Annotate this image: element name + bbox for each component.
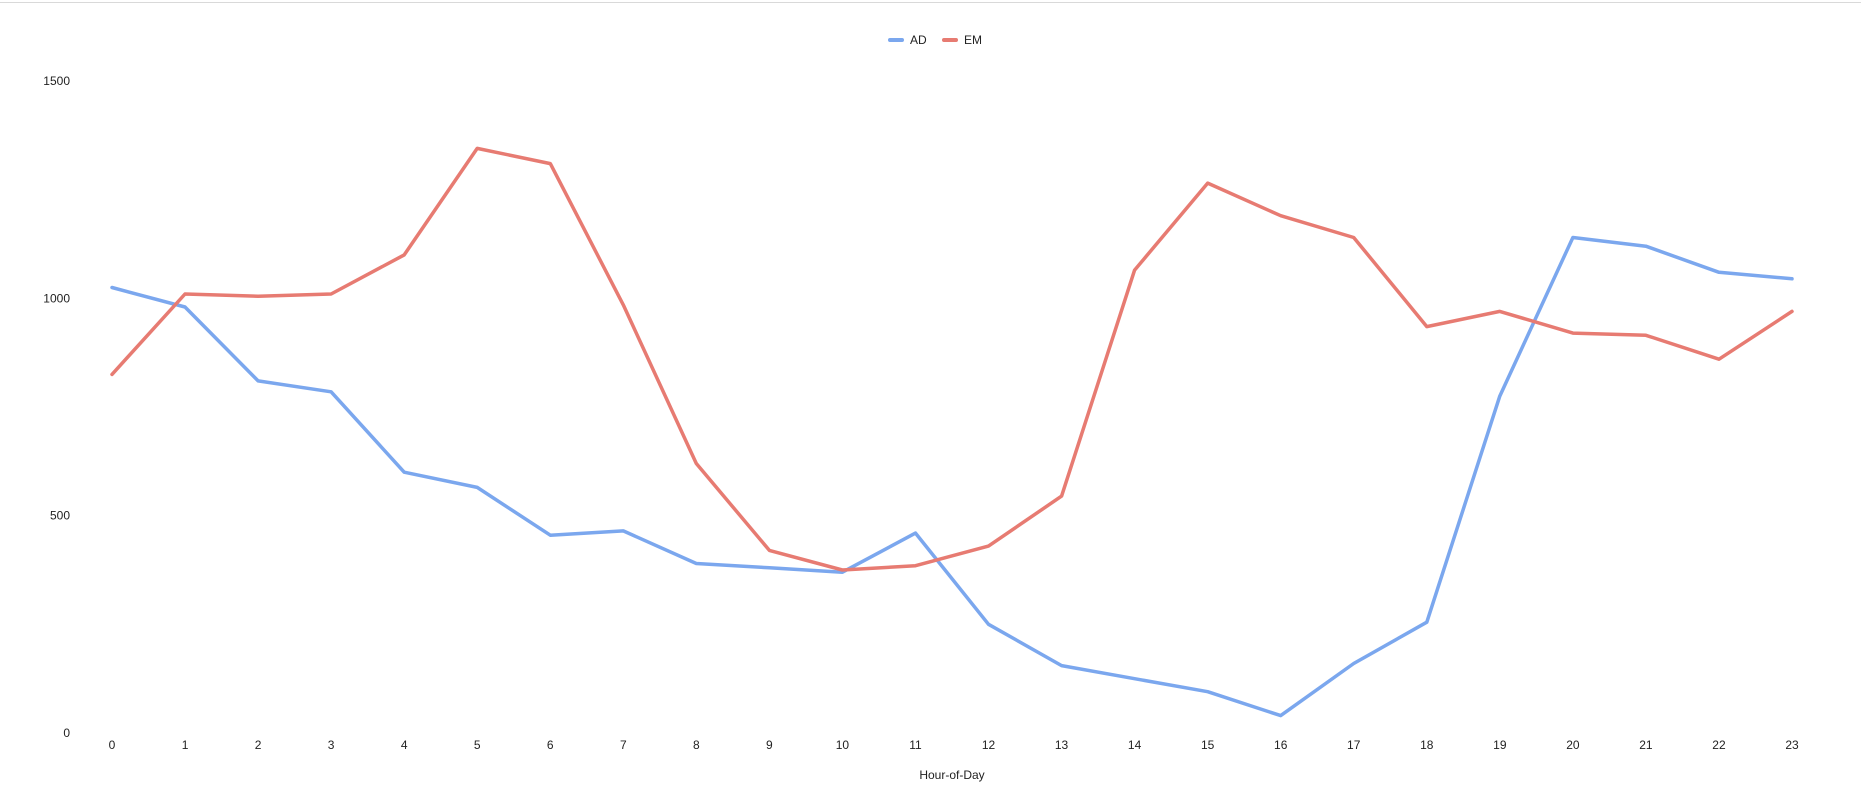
data-point-em: [1790, 309, 1794, 313]
data-point-em: [1206, 181, 1210, 185]
data-point-em: [110, 372, 114, 376]
y-tick-label: 1500: [43, 74, 70, 88]
data-point-em: [767, 548, 771, 552]
y-tick-label: 500: [50, 509, 70, 523]
data-point-ad: [914, 531, 918, 535]
series-line-ad: [110, 235, 1794, 718]
x-tick-label: 20: [1566, 738, 1580, 752]
data-point-ad: [987, 622, 991, 626]
data-point-em: [1279, 214, 1283, 218]
x-tick-label: 0: [109, 738, 116, 752]
data-point-ad: [402, 470, 406, 474]
x-tick-label: 3: [328, 738, 335, 752]
data-point-ad: [475, 485, 479, 489]
data-point-ad: [1352, 662, 1356, 666]
x-tick-label: 18: [1420, 738, 1434, 752]
data-point-em: [183, 292, 187, 296]
data-point-ad: [1790, 277, 1794, 281]
x-axis-title: Hour-of-Day: [919, 768, 984, 782]
data-point-ad: [1060, 664, 1064, 668]
data-point-em: [1571, 331, 1575, 335]
data-point-em: [1352, 236, 1356, 240]
y-tick-label: 0: [63, 726, 70, 740]
data-point-em: [1060, 494, 1064, 498]
data-point-ad: [1206, 690, 1210, 694]
data-point-em: [1425, 325, 1429, 329]
x-tick-label: 17: [1347, 738, 1361, 752]
data-point-em: [256, 294, 260, 298]
data-point-ad: [1133, 677, 1137, 681]
data-point-ad: [621, 529, 625, 533]
x-tick-label: 15: [1201, 738, 1215, 752]
data-point-em: [621, 303, 625, 307]
x-tick-label: 19: [1493, 738, 1507, 752]
data-point-em: [1717, 357, 1721, 361]
x-tick-label: 6: [547, 738, 554, 752]
x-axis-tick-labels: 0 1 2 3 4 5 6 7 8 9 10 11 12 13 14 15 16 17 18 19 20 21 22 23: [109, 738, 1799, 752]
data-point-ad: [110, 286, 114, 290]
data-point-ad: [329, 390, 333, 394]
x-tick-label: 14: [1128, 738, 1142, 752]
x-tick-label: 2: [255, 738, 262, 752]
x-tick-label: 12: [982, 738, 996, 752]
data-point-em: [1644, 333, 1648, 337]
x-tick-label: 21: [1639, 738, 1653, 752]
data-point-em: [694, 462, 698, 466]
data-point-ad: [1571, 236, 1575, 240]
data-point-ad: [1498, 394, 1502, 398]
data-point-ad: [694, 562, 698, 566]
data-point-em: [548, 162, 552, 166]
data-point-ad: [183, 305, 187, 309]
x-tick-label: 23: [1785, 738, 1799, 752]
x-tick-label: 16: [1274, 738, 1288, 752]
data-point-em: [840, 568, 844, 572]
x-tick-label: 8: [693, 738, 700, 752]
x-tick-label: 7: [620, 738, 627, 752]
data-point-ad: [256, 379, 260, 383]
x-tick-label: 9: [766, 738, 773, 752]
data-point-em: [1133, 268, 1137, 272]
legend: AD EM: [888, 33, 982, 47]
x-tick-label: 4: [401, 738, 408, 752]
data-point-em: [1498, 309, 1502, 313]
data-point-ad: [548, 533, 552, 537]
data-point-em: [987, 544, 991, 548]
data-point-ad: [1279, 714, 1283, 718]
legend-label-ad: AD: [910, 33, 927, 47]
x-tick-label: 10: [836, 738, 850, 752]
x-tick-label: 22: [1712, 738, 1726, 752]
series-lines: [110, 146, 1794, 718]
data-point-em: [402, 253, 406, 257]
top-divider: [0, 2, 1861, 3]
data-point-em: [475, 146, 479, 150]
legend-label-em: EM: [964, 33, 982, 47]
data-point-ad: [767, 566, 771, 570]
data-point-ad: [1644, 244, 1648, 248]
series-line-em: [110, 146, 1794, 572]
x-tick-label: 11: [909, 738, 922, 752]
x-tick-label: 13: [1055, 738, 1069, 752]
x-tick-label: 1: [182, 738, 189, 752]
data-point-ad: [1425, 620, 1429, 624]
data-point-em: [914, 564, 918, 568]
x-tick-label: 5: [474, 738, 481, 752]
data-point-ad: [1717, 270, 1721, 274]
y-axis-tick-labels: 0 500 1000 1500: [43, 74, 70, 740]
y-tick-label: 1000: [43, 291, 70, 305]
data-point-em: [329, 292, 333, 296]
